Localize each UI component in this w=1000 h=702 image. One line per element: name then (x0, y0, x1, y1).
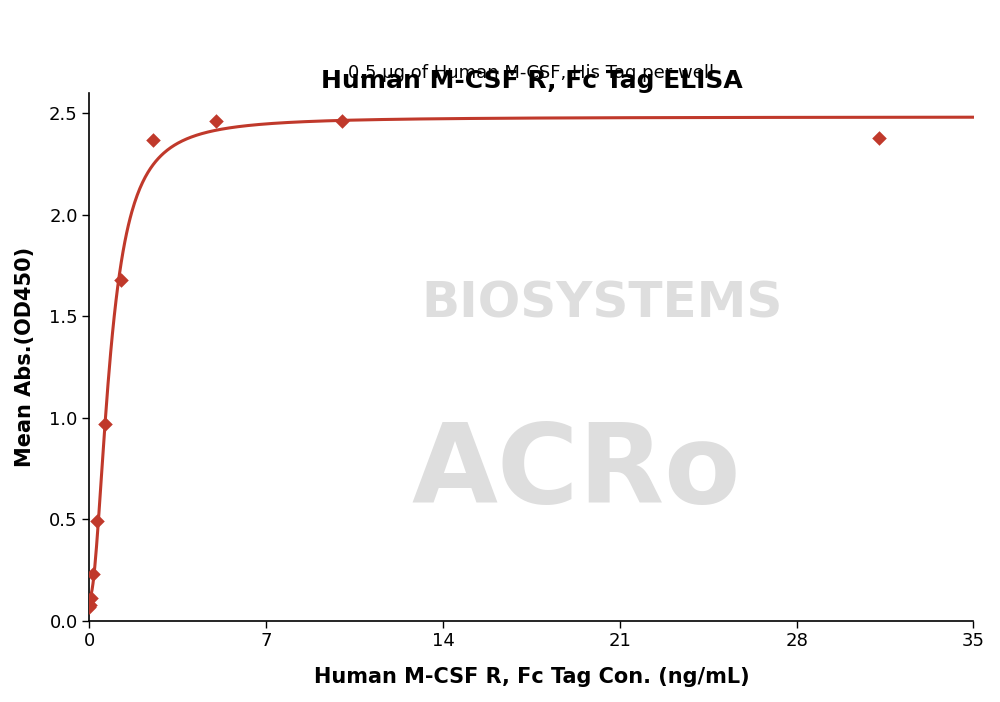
Text: BIOSYSTEMS: BIOSYSTEMS (422, 280, 783, 328)
Point (85, 568, 101, 579)
Point (871, 132, 887, 143)
Title: Human M-CSF R, Fc Tag ELISA: Human M-CSF R, Fc Tag ELISA (321, 69, 742, 93)
Point (97, 418, 113, 430)
Point (82, 600, 98, 611)
Text: 0.5 μg of Human M-CSF, His Tag per well: 0.5 μg of Human M-CSF, His Tag per well (348, 65, 715, 82)
Point (81, 602, 97, 613)
Y-axis label: Mean Abs.(OD450): Mean Abs.(OD450) (15, 246, 35, 467)
Point (334, 116, 350, 127)
Point (113, 274, 129, 285)
Point (83, 592, 99, 604)
Point (208, 116, 224, 127)
Point (89, 515, 105, 526)
Point (145, 134, 161, 145)
X-axis label: Human M-CSF R, Fc Tag Con. (ng/mL): Human M-CSF R, Fc Tag Con. (ng/mL) (314, 667, 749, 687)
Text: ACRo: ACRo (411, 419, 740, 526)
